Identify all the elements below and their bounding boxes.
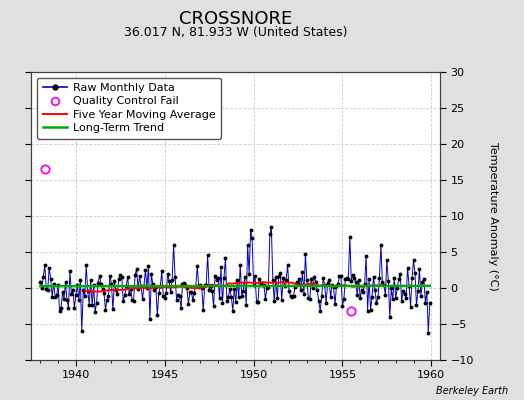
Y-axis label: Temperature Anomaly (°C): Temperature Anomaly (°C) [488,142,498,290]
Legend: Raw Monthly Data, Quality Control Fail, Five Year Moving Average, Long-Term Tren: Raw Monthly Data, Quality Control Fail, … [37,78,221,139]
Text: Berkeley Earth: Berkeley Earth [436,386,508,396]
Text: 36.017 N, 81.933 W (United States): 36.017 N, 81.933 W (United States) [124,26,347,39]
Text: CROSSNORE: CROSSNORE [179,10,292,28]
